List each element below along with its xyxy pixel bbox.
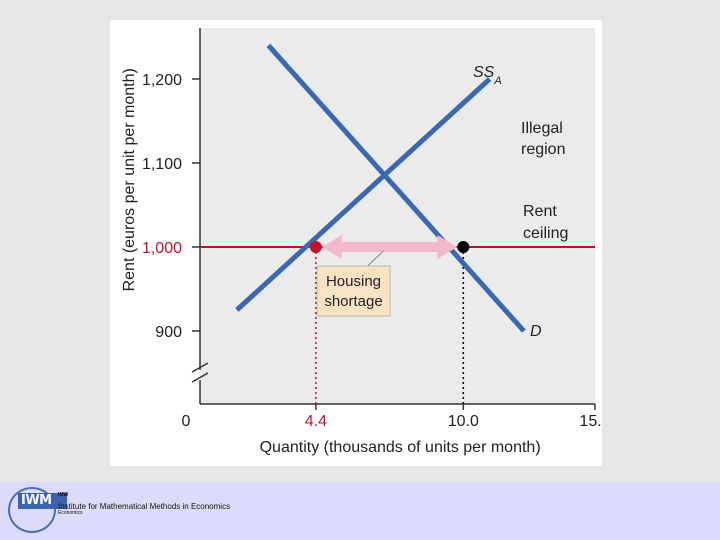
supply-curve <box>235 77 492 312</box>
quantity-demanded-point <box>457 241 470 253</box>
axis-layer <box>191 28 596 410</box>
institute-logo: IWM <box>8 485 67 537</box>
callout-line-1: Housing <box>326 273 381 290</box>
quantity-supplied-point <box>309 241 322 253</box>
housing-shortage-callout <box>316 265 391 317</box>
supply-curve-label-subscript: A <box>493 75 501 87</box>
rent-ceiling-chart: 900 1,000 1,100 1,200 0 4.4 10.0 15.0 Quantity (… <box>121 28 602 456</box>
axis-break-mark <box>191 362 209 373</box>
plot-background <box>200 28 595 404</box>
y-tick-label: 1,100 <box>142 156 182 173</box>
shortage-arrow-shaft <box>337 242 442 252</box>
y-tick-label: 1,000 <box>142 240 182 257</box>
x-tick-label: 15.0 <box>579 413 602 430</box>
y-axis-title: Rent (euros per unit per month) <box>121 68 138 291</box>
org-name: Institute for Mathematical Methods in Ec… <box>58 502 231 511</box>
demand-curve <box>266 43 526 333</box>
x-tick-label: 0 <box>182 413 191 430</box>
illegal-region-label-1: Illegal <box>521 120 563 137</box>
rent-ceiling-label-2: ceiling <box>523 225 568 242</box>
demand-curve-label: D <box>530 323 542 340</box>
org-abbreviation: IMW <box>58 492 69 498</box>
footer-band: IWM IMW Institute for Mathematical Metho… <box>0 482 720 540</box>
y-tick-label: 1,200 <box>142 72 182 89</box>
figure-card: 900 1,000 1,100 1,200 0 4.4 10.0 15.0 Quantity (… <box>110 20 602 466</box>
callout-pointer <box>367 250 384 267</box>
x-axis-title: Quantity (thousands of units per month) <box>260 439 541 456</box>
slide-area: 900 1,000 1,100 1,200 0 4.4 10.0 15.0 Quantity (… <box>110 20 602 466</box>
illegal-region-label-2: region <box>521 141 565 158</box>
annotation-layer <box>309 235 470 317</box>
x-tick-label: 10.0 <box>448 413 479 430</box>
x-tick-label: 4.4 <box>305 413 327 430</box>
label-layer: 900 1,000 1,100 1,200 0 4.4 10.0 15.0 Quantity (… <box>121 64 602 456</box>
y-tick-label: 900 <box>155 324 182 341</box>
shortage-arrow-head-right <box>437 235 458 259</box>
logo-wordmark: IWM <box>18 493 67 509</box>
axis-break-mark <box>191 372 209 383</box>
logo-oval <box>8 487 56 533</box>
rent-ceiling-label-1: Rent <box>523 203 557 220</box>
callout-line-2: shortage <box>324 293 382 310</box>
org-subtitle: Economics <box>58 510 83 516</box>
shortage-arrow-head-left <box>321 235 342 259</box>
